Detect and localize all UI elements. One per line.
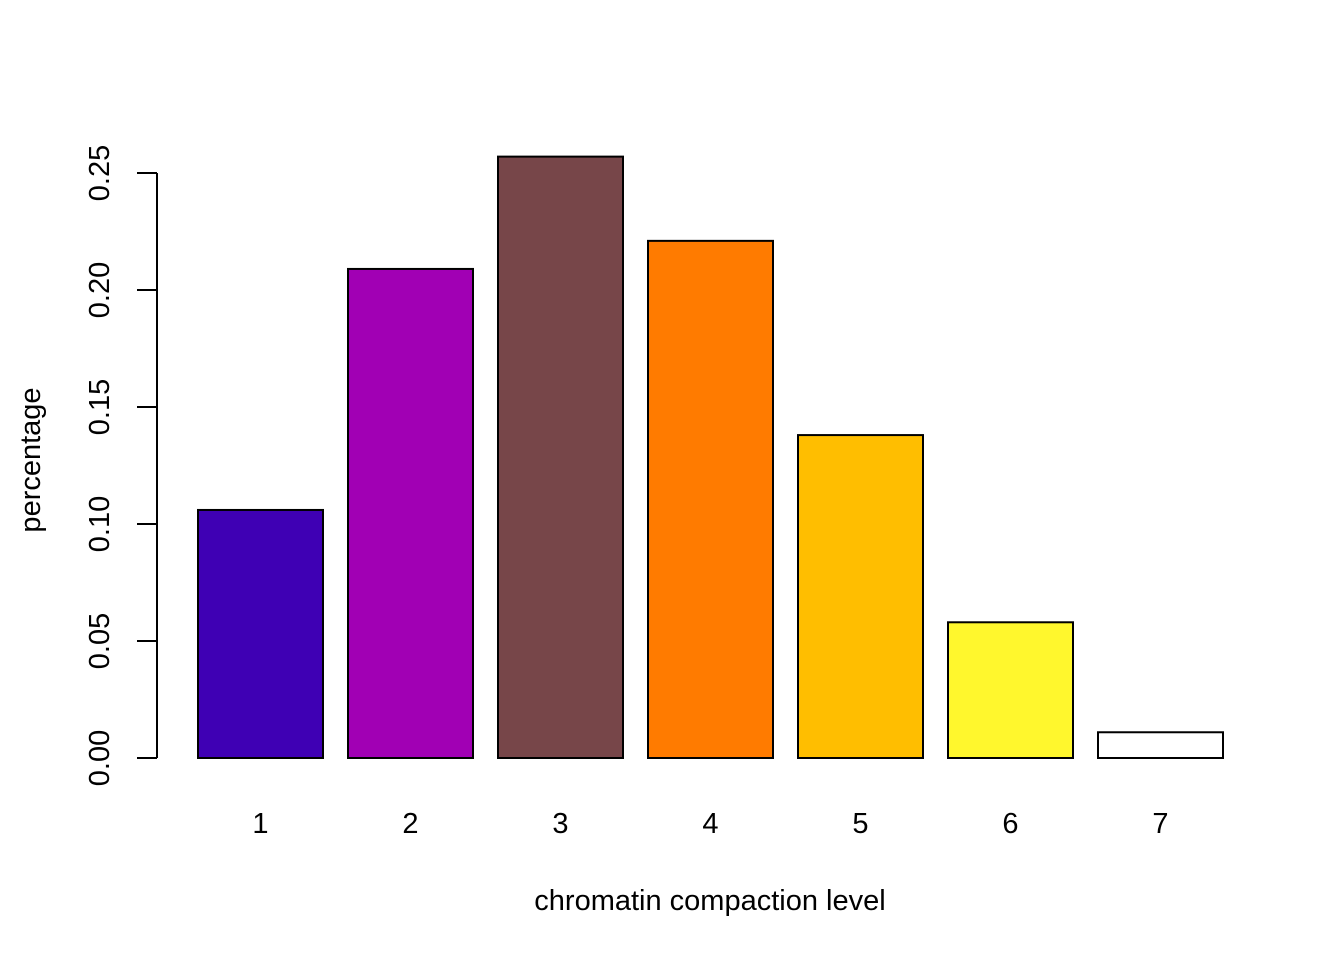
x-tick-label: 1 — [252, 808, 268, 840]
x-tick-label: 5 — [852, 808, 868, 840]
bar-5 — [797, 434, 924, 759]
bar-2 — [347, 267, 474, 759]
y-tick-label: 0.00 — [84, 730, 116, 786]
bar-3 — [497, 155, 624, 759]
y-tick-label: 0.15 — [84, 379, 116, 435]
bars-layer — [197, 155, 1224, 760]
x-tick-labels: 1 2 3 4 5 6 7 — [252, 808, 1168, 840]
y-tick-label: 0.10 — [84, 496, 116, 552]
y-tick-label: 0.25 — [84, 145, 116, 201]
bar-1 — [197, 508, 324, 759]
x-tick-label: 3 — [552, 808, 568, 840]
x-tick-label: 7 — [1152, 808, 1168, 840]
x-tick-label: 6 — [1002, 808, 1018, 840]
y-axis: 0.00 0.05 0.10 0.15 0.20 0.25 — [84, 145, 158, 786]
x-tick-label: 4 — [702, 808, 718, 840]
x-axis-title: chromatin compaction level — [534, 885, 885, 917]
bar-4 — [647, 239, 774, 760]
x-tick-label: 2 — [402, 808, 418, 840]
y-tick-label: 0.20 — [84, 262, 116, 318]
bar-6 — [947, 621, 1074, 760]
y-axis-title: percentage — [15, 387, 47, 532]
bar-7 — [1097, 731, 1224, 760]
y-tick-label: 0.05 — [84, 613, 116, 669]
